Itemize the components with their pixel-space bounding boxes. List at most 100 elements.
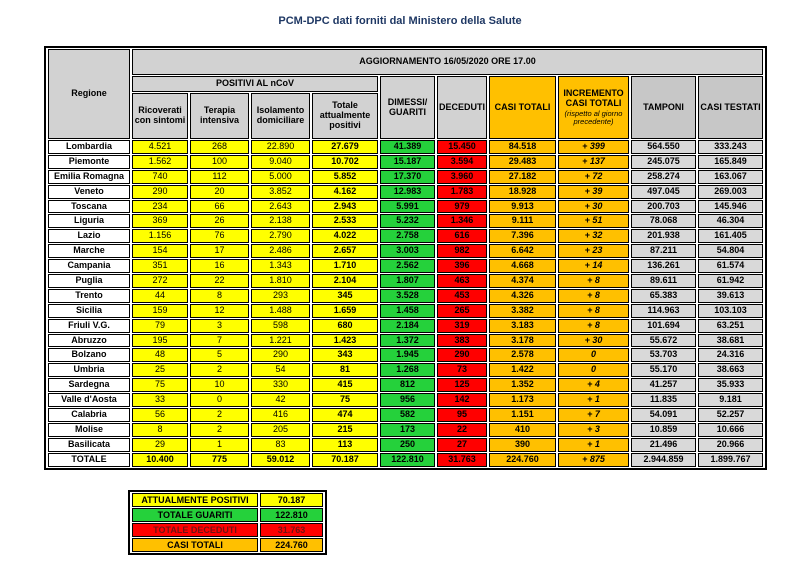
region-name: Calabria	[48, 408, 130, 422]
cell-isolamento: 59.012	[251, 452, 310, 467]
cell-isolamento: 293	[251, 288, 310, 303]
cell-deceduti: 290	[437, 348, 488, 363]
cell-dimessi: 3.528	[380, 288, 435, 303]
cell-casi-testati: 145.946	[698, 199, 764, 214]
cell-casi-testati: 103.103	[698, 303, 764, 318]
region-name: Lazio	[48, 229, 130, 244]
cell-casi-totali: 1.151	[489, 408, 557, 422]
cell-tamponi: 21.496	[631, 437, 697, 452]
cell-incremento: + 3	[558, 422, 630, 437]
table-row: Bolzano 48 5 290 343 1.945 290 2.578 0 53.703 24.3…	[48, 348, 764, 363]
cell-deceduti: 31.763	[437, 452, 488, 467]
cell-incremento: + 32	[558, 229, 630, 244]
cell-incremento: + 1	[558, 437, 630, 452]
cell-totale-positivi: 1.710	[312, 259, 378, 274]
summary-label: CASI TOTALI	[132, 537, 258, 552]
cell-dimessi: 582	[380, 408, 435, 422]
cell-ricoverati: 75	[132, 378, 188, 393]
cell-totale-positivi: 4.162	[312, 184, 378, 199]
cell-dimessi: 2.184	[380, 318, 435, 333]
column-header-casi-testati: CASI TESTATI	[698, 76, 764, 139]
cell-incremento: + 14	[558, 259, 630, 274]
cell-tamponi: 53.703	[631, 348, 697, 363]
table-row: Trento 44 8 293 345 3.528 453 4.326 + 8 65.383 39.…	[48, 288, 764, 303]
cell-terapia: 26	[190, 214, 249, 229]
cell-terapia: 775	[190, 452, 249, 467]
cell-tamponi: 10.859	[631, 422, 697, 437]
cell-casi-totali: 4.326	[489, 288, 557, 303]
cell-totale-positivi: 474	[312, 408, 378, 422]
cell-isolamento: 2.486	[251, 244, 310, 259]
cell-isolamento: 330	[251, 378, 310, 393]
cell-isolamento: 416	[251, 408, 310, 422]
table-row: Emilia Romagna 740 112 5.000 5.852 17.370 3.96…	[48, 169, 764, 184]
cell-incremento: + 8	[558, 303, 630, 318]
cell-isolamento: 2.643	[251, 199, 310, 214]
column-header-dimessi-guariti: DIMESSI/ GUARITI	[380, 76, 435, 139]
cell-terapia: 1	[190, 437, 249, 452]
cell-incremento: + 875	[558, 452, 630, 467]
cell-tamponi: 55.672	[631, 333, 697, 348]
summary-label: ATTUALMENTE POSITIVI	[132, 492, 258, 507]
cell-terapia: 8	[190, 288, 249, 303]
cell-ricoverati: 290	[132, 184, 188, 199]
column-header-ricoverati: Ricoverati con sintomi	[132, 93, 188, 139]
cell-casi-totali: 4.374	[489, 274, 557, 288]
column-header-casi-totali: CASI TOTALI	[489, 76, 557, 139]
cell-terapia: 2	[190, 422, 249, 437]
cell-terapia: 66	[190, 199, 249, 214]
cell-totale-positivi: 70.187	[312, 452, 378, 467]
cell-deceduti: 453	[437, 288, 488, 303]
cell-isolamento: 2.138	[251, 214, 310, 229]
cell-casi-totali: 1.352	[489, 378, 557, 393]
cell-totale-positivi: 2.943	[312, 199, 378, 214]
cell-dimessi: 173	[380, 422, 435, 437]
cell-dimessi: 1.372	[380, 333, 435, 348]
cell-tamponi: 114.963	[631, 303, 697, 318]
cell-casi-testati: 61.574	[698, 259, 764, 274]
cell-casi-testati: 333.243	[698, 140, 764, 154]
region-name: Marche	[48, 244, 130, 259]
cell-terapia: 22	[190, 274, 249, 288]
cell-deceduti: 125	[437, 378, 488, 393]
cell-deceduti: 319	[437, 318, 488, 333]
column-header-incremento: INCREMENTO CASI TOTALI (rispetto al gior…	[558, 76, 630, 139]
summary-row: TOTALE GUARITI 122.810	[132, 507, 323, 522]
cell-casi-totali: 2.578	[489, 348, 557, 363]
region-name: Piemonte	[48, 154, 130, 169]
cell-terapia: 20	[190, 184, 249, 199]
cell-isolamento: 42	[251, 393, 310, 408]
cell-ricoverati: 1.562	[132, 154, 188, 169]
total-row: TOTALE 10.400 775 59.012 70.187 122.810 31.763…	[48, 452, 764, 467]
cell-ricoverati: 369	[132, 214, 188, 229]
cell-incremento: 0	[558, 348, 630, 363]
cell-dimessi: 12.983	[380, 184, 435, 199]
cell-ricoverati: 740	[132, 169, 188, 184]
cell-ricoverati: 29	[132, 437, 188, 452]
page-title: PCM-DPC dati forniti dal Ministero della…	[278, 15, 522, 27]
cell-casi-totali: 390	[489, 437, 557, 452]
cell-totale-positivi: 2.104	[312, 274, 378, 288]
summary-value: 31.763	[260, 522, 323, 537]
cell-deceduti: 3.594	[437, 154, 488, 169]
cell-tamponi: 65.383	[631, 288, 697, 303]
cell-isolamento: 5.000	[251, 169, 310, 184]
cell-dimessi: 5.991	[380, 199, 435, 214]
summary-row: TOTALE DECEDUTI 31.763	[132, 522, 323, 537]
column-header-isolamento: Isolamento domiciliare	[251, 93, 310, 139]
cell-ricoverati: 272	[132, 274, 188, 288]
region-name: TOTALE	[48, 452, 130, 467]
cell-deceduti: 383	[437, 333, 488, 348]
table-row: Friuli V.G. 79 3 598 680 2.184 319 3.183 + 8 101.…	[48, 318, 764, 333]
cell-tamponi: 497.045	[631, 184, 697, 199]
table-row: Liguria 369 26 2.138 2.533 5.232 1.346 9.111 + 5…	[48, 214, 764, 229]
cell-isolamento: 9.040	[251, 154, 310, 169]
summary-row: ATTUALMENTE POSITIVI 70.187	[132, 492, 323, 507]
cell-terapia: 10	[190, 378, 249, 393]
cell-dimessi: 2.758	[380, 229, 435, 244]
cell-totale-positivi: 1.423	[312, 333, 378, 348]
cell-deceduti: 1.346	[437, 214, 488, 229]
cell-tamponi: 245.075	[631, 154, 697, 169]
summary-row: CASI TOTALI 224.760	[132, 537, 323, 552]
cell-tamponi: 54.091	[631, 408, 697, 422]
